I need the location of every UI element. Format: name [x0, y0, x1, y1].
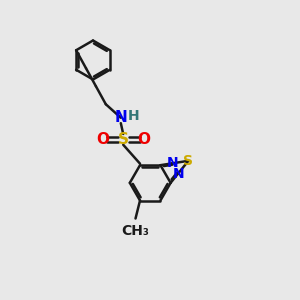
Text: O: O	[137, 132, 150, 147]
Text: CH₃: CH₃	[122, 224, 149, 238]
Text: S: S	[183, 154, 194, 168]
Text: N: N	[166, 156, 178, 170]
Text: S: S	[118, 132, 129, 147]
Text: H: H	[128, 109, 139, 123]
Text: O: O	[96, 132, 109, 147]
Text: N: N	[114, 110, 127, 125]
Text: N: N	[172, 167, 184, 181]
